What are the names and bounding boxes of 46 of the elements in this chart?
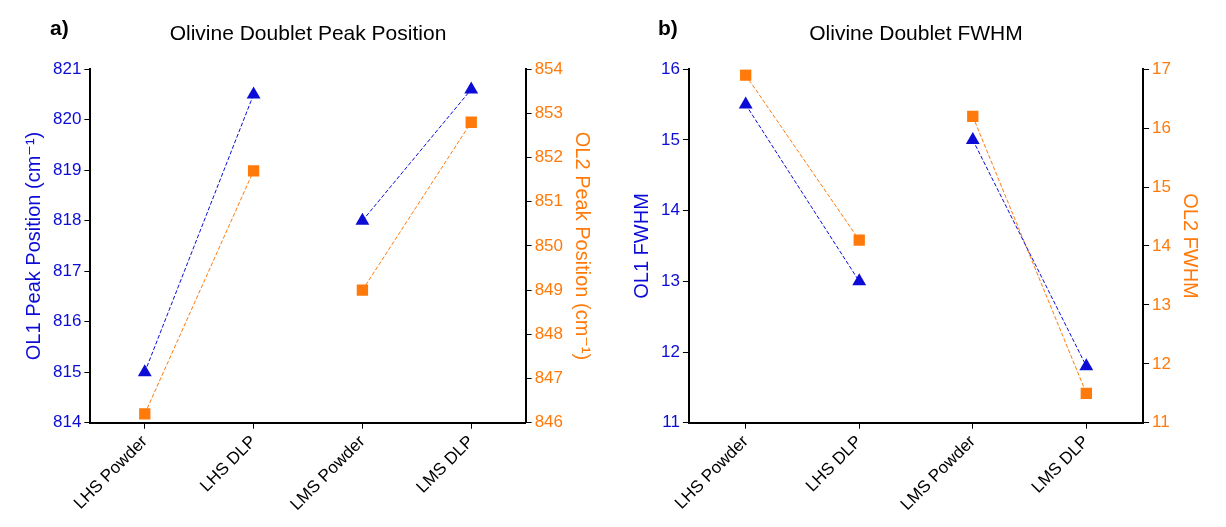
y2-tick-label: 849 [534,279,564,299]
point [1080,387,1092,399]
text: a) [50,16,69,40]
y-tick-label: 11 [662,412,680,432]
y-tick-label: 815 [52,361,82,381]
y-tick-label: 821 [52,58,82,78]
y2-tick-label: 15 [1152,176,1172,196]
y-tick-label: 15 [660,129,680,149]
y-tick-label: 816 [52,311,82,331]
point [356,284,369,296]
point [247,165,260,177]
point [967,110,979,122]
point [853,234,865,246]
y2-tick-label: 848 [534,324,564,344]
text: b) [658,16,678,40]
y-tick-label: 16 [660,58,680,78]
chart-title: Olivine Doublet Peak Position [169,21,447,45]
y-tick-label: 820 [52,109,82,129]
chart-title: Olivine Doublet FWHM [809,21,1023,45]
y2-tick-label: 13 [1152,294,1172,314]
y-tick-label: 818 [52,210,82,230]
y2-tick-label: 846 [534,412,564,432]
y-tick-label: 13 [660,271,680,291]
y-tick-label: 814 [52,412,82,432]
y2-tick-label: 851 [534,191,564,211]
y2-tick-label: 853 [534,103,564,123]
y2-tick-label: 847 [534,368,564,388]
y-axis-title: OL1 FWHM [629,193,652,299]
y2-tick-label: 16 [1152,117,1172,137]
y-tick-label: 819 [52,159,82,179]
y2-tick-label: 850 [534,235,564,255]
y-tick-label: 14 [660,200,680,220]
y2-axis-title: OL2 Peak Position (cm⁻¹) [572,131,595,361]
y2-tick-label: 17 [1152,58,1172,78]
y2-tick-label: 11 [1152,412,1170,432]
point [465,116,477,128]
y-tick-label: 817 [52,260,82,280]
y2-tick-label: 12 [1152,353,1172,373]
y2-tick-label: 852 [534,147,564,167]
y-tick-label: 12 [660,341,680,361]
y2-tick-label: 854 [534,58,564,78]
point [139,408,151,420]
point [740,69,752,81]
y-axis-title: OL1 Peak Position (cm⁻¹) [21,131,44,361]
y2-tick-label: 14 [1152,235,1172,255]
y2-axis-title: OL2 FWHM [1180,193,1203,299]
